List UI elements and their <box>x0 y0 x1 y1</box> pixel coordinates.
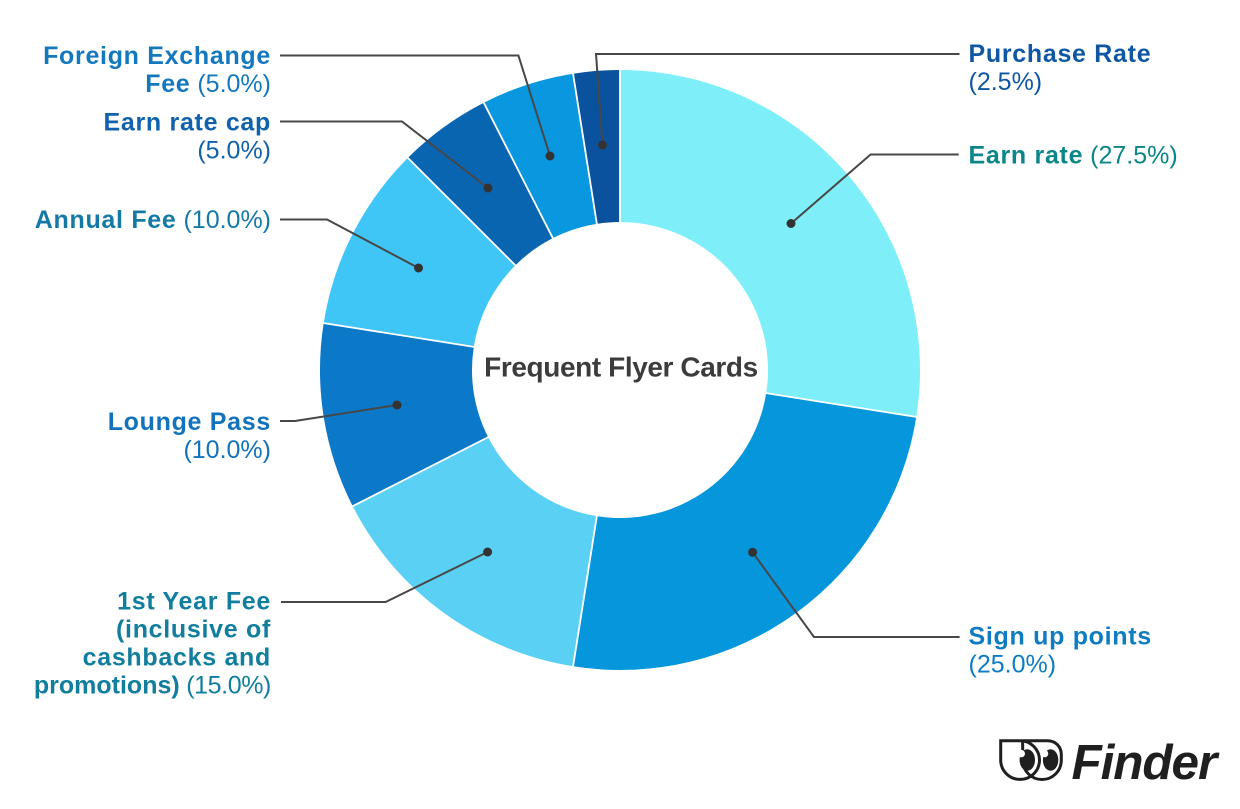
svg-text:cashbacks and: cashbacks and <box>83 644 271 672</box>
svg-text:Earn rate (27.5%): Earn rate (27.5%) <box>969 142 1178 170</box>
svg-text:Sign up points: Sign up points <box>969 623 1152 651</box>
svg-text:Lounge Pass: Lounge Pass <box>108 408 271 436</box>
svg-text:Purchase Rate: Purchase Rate <box>969 40 1152 68</box>
svg-text:Fee (5.0%): Fee (5.0%) <box>145 70 271 98</box>
svg-text:(10.0%): (10.0%) <box>183 436 271 464</box>
svg-text:promotions) (15.0%): promotions) (15.0%) <box>34 672 271 700</box>
svg-text:(25.0%): (25.0%) <box>969 651 1057 679</box>
svg-text:Annual Fee (10.0%): Annual Fee (10.0%) <box>35 206 271 234</box>
svg-text:(5.0%): (5.0%) <box>197 137 271 165</box>
svg-text:(inclusive of: (inclusive of <box>116 616 271 644</box>
svg-text:(2.5%): (2.5%) <box>969 68 1043 96</box>
svg-text:Earn rate cap: Earn rate cap <box>103 109 271 137</box>
svg-text:Frequent Flyer Cards: Frequent Flyer Cards <box>484 352 758 383</box>
svg-text:Foreign Exchange: Foreign Exchange <box>43 42 271 70</box>
svg-text:Finder: Finder <box>1072 735 1220 790</box>
svg-text:1st Year Fee: 1st Year Fee <box>117 588 271 616</box>
